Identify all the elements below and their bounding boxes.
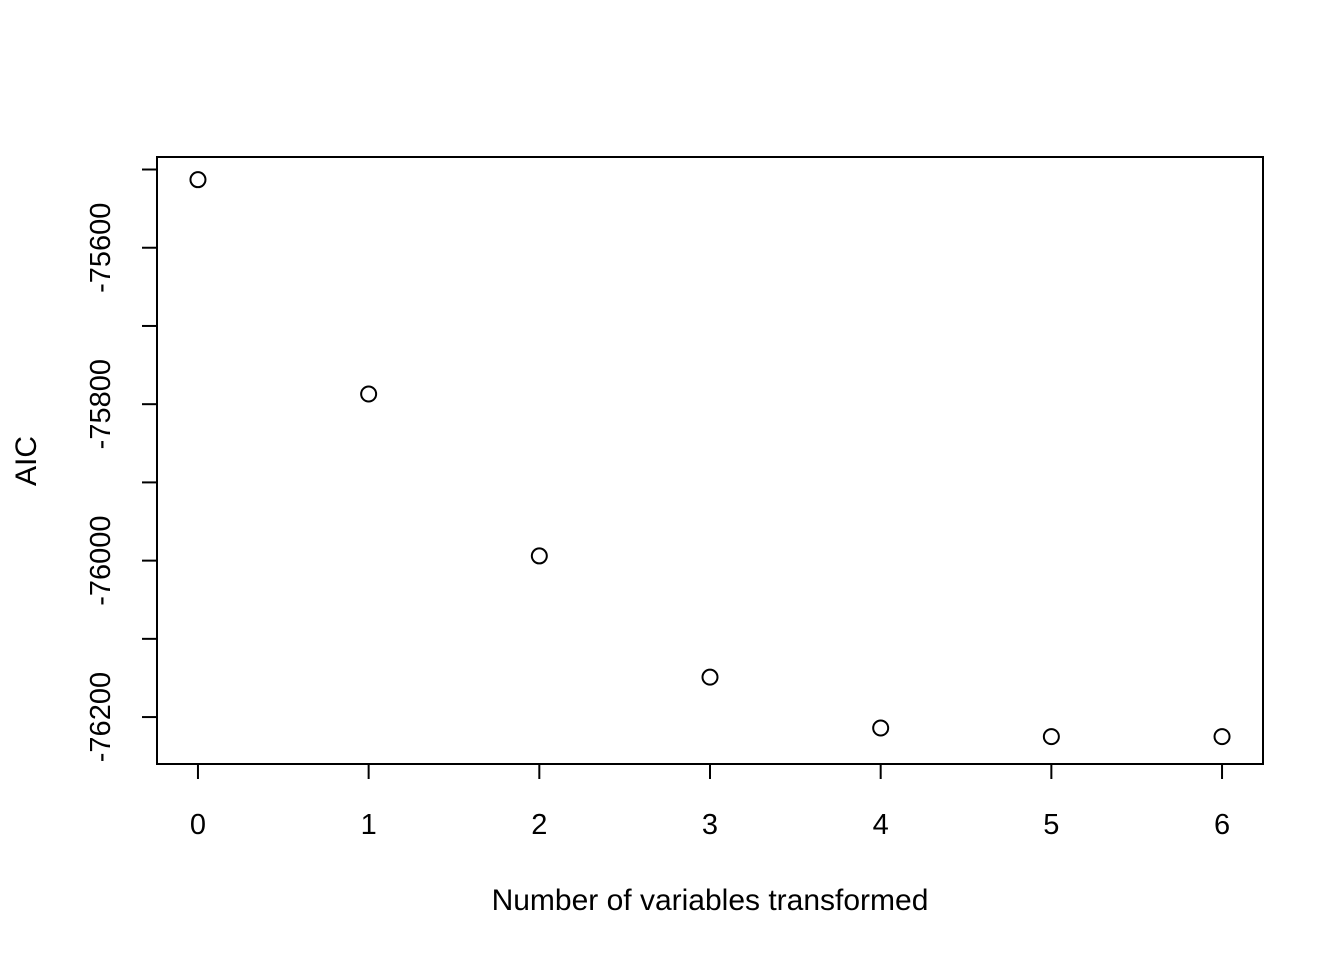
y-axis-label: AIC <box>10 436 43 486</box>
x-tick-label: 1 <box>361 809 377 841</box>
x-tick-label: 5 <box>1043 809 1059 841</box>
x-tick-label: 4 <box>873 809 889 841</box>
data-point <box>189 171 207 189</box>
x-tick-label: 6 <box>1214 809 1230 841</box>
y-tick-label: -76200 <box>85 672 117 762</box>
data-point <box>872 719 890 737</box>
x-tick-label: 2 <box>531 809 547 841</box>
data-point <box>530 547 548 565</box>
y-axis: -75600 -75800 -76000 -76200 <box>85 168 157 762</box>
y-tick-label: -76000 <box>85 515 117 605</box>
data-point <box>360 385 378 403</box>
y-tick-label: -75600 <box>85 203 117 293</box>
data-points <box>189 171 1231 746</box>
x-tick-label: 3 <box>702 809 718 841</box>
x-axis: 0 1 2 3 4 5 6 <box>190 764 1230 841</box>
y-tick-label: -75800 <box>85 359 117 449</box>
x-tick-label: 0 <box>190 809 206 841</box>
x-axis-label: Number of variables transformed <box>492 884 929 917</box>
data-point <box>701 668 719 686</box>
plot-frame <box>156 156 1264 765</box>
data-point <box>1213 728 1231 746</box>
data-point <box>1042 728 1060 746</box>
